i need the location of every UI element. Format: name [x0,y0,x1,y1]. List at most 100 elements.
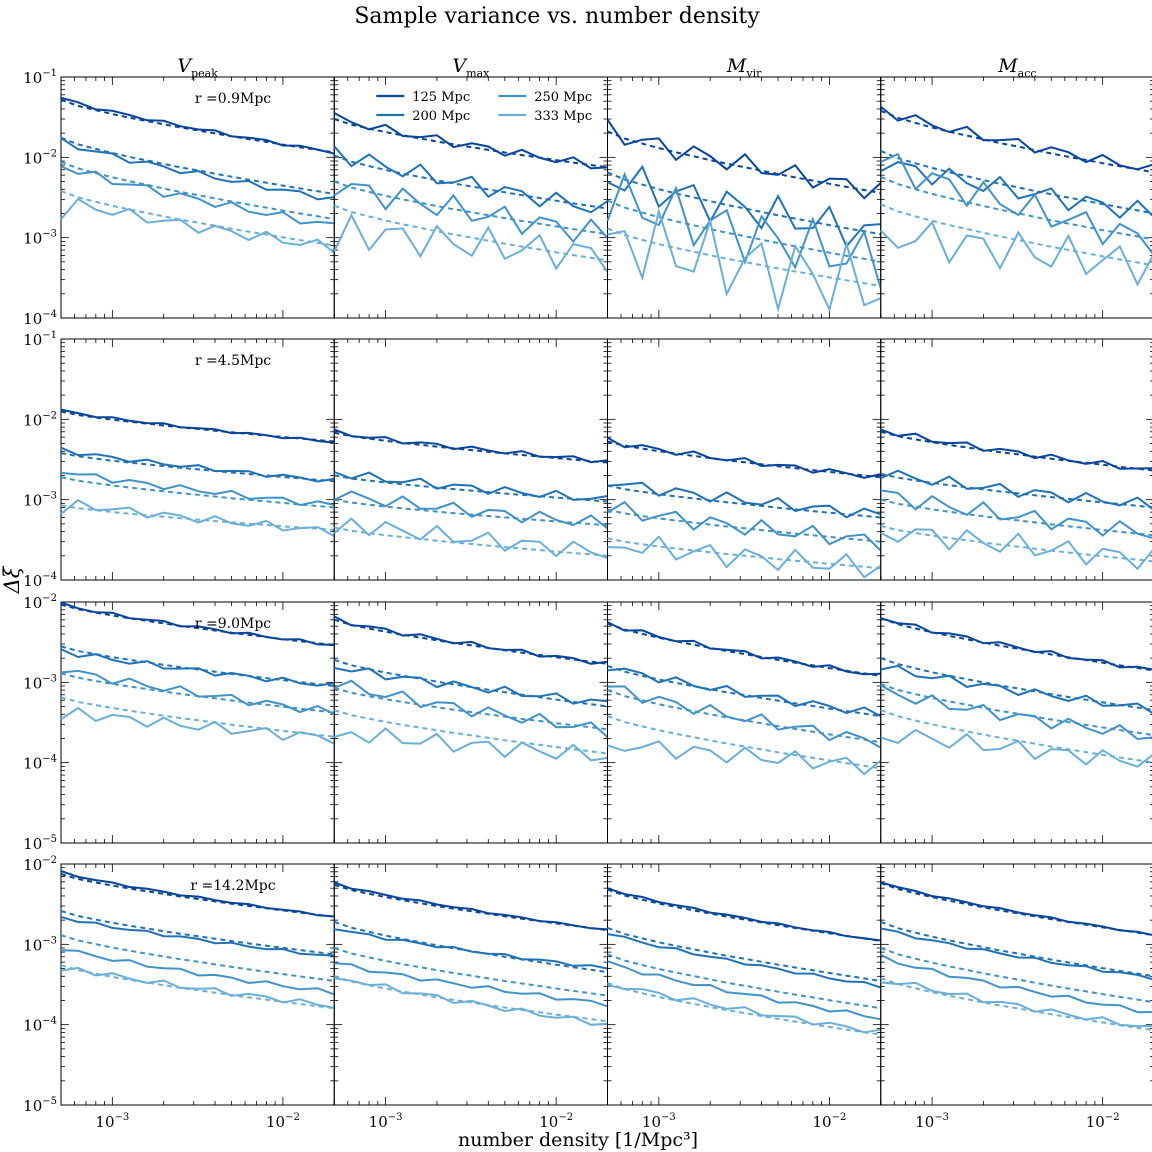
data-line-200-mpc [334,928,608,970]
model-line-250-mpc [60,476,335,509]
y-tick-label: 10−2 [23,593,57,612]
figure-title: Sample variance vs. number density [354,4,760,29]
model-line-200-mpc [334,474,608,503]
y-tick-label: 10−3 [23,229,57,248]
data-line-125-mpc [60,870,335,918]
model-line-125-mpc [880,882,1152,936]
data-line-200-mpc [880,664,1152,714]
data-line-250-mpc [333,490,609,530]
panel-r4-c1: r =14.2Mpc 10−2 10−3 10−4 10−5 10−3 10−2 [23,855,335,1131]
data-line-250-mpc [880,684,1152,741]
model-line-200-mpc [60,136,335,195]
panel-r2-c4 [880,338,1152,581]
panel-r4-c2: 10−3 10−2 [333,863,608,1131]
model-line-250-mpc [880,683,1152,736]
model-line-333-mpc [880,525,1152,563]
legend-entry: 125 Mpc [412,90,470,105]
model-line-333-mpc [880,977,1152,1032]
panel-frame [880,601,1152,844]
data-line-200-mpc [334,667,608,705]
model-line-250-mpc [607,199,881,263]
model-line-250-mpc [334,687,608,731]
panel-r4-c3: 10−3 10−2 [607,863,882,1131]
data-line-200-mpc [60,915,335,957]
panel-frame [60,338,335,581]
model-line-200-mpc [60,452,335,483]
model-line-250-mpc [334,498,608,527]
data-line-125-mpc [60,96,335,155]
model-line-200-mpc [607,484,881,519]
data-line-333-mpc [607,983,881,1034]
model-line-125-mpc [880,617,1152,672]
model-line-200-mpc [333,920,608,974]
x-tick-label: 10−2 [539,1112,573,1131]
model-line-200-mpc [60,645,335,687]
column-header-vpeak: Vpeak [177,55,218,80]
model-line-200-mpc [880,657,1152,711]
model-line-333-mpc [333,204,608,262]
panel-r2-c1: r =4.5Mpc 10−1 10−2 10−3 10−4 [23,330,335,590]
data-line-125-mpc [333,881,608,931]
model-line-250-mpc [60,672,335,714]
model-line-200-mpc [880,150,1152,215]
panel-r4-c4: 10−3 10−2 [880,863,1152,1131]
model-line-333-mpc [607,227,881,287]
y-tick-label: 10−2 [23,148,57,167]
data-line-333-mpc [60,706,335,745]
model-line-333-mpc [880,709,1152,764]
model-line-125-mpc [607,440,881,479]
data-line-333-mpc [880,528,1152,571]
y-tick-label: 10−3 [23,673,57,692]
y-axis-label: Δξ [0,565,24,594]
data-line-333-mpc [333,517,608,560]
model-line-250-mpc [60,934,335,982]
model-line-333-mpc [334,709,608,755]
model-line-200-mpc [607,171,881,236]
panel-frame [607,76,882,319]
model-line-125-mpc [60,98,335,154]
panel-r1-c4 [880,76,1152,319]
y-tick-label: 10−4 [23,571,57,590]
data-line-200-mpc [333,471,608,501]
model-line-333-mpc [334,975,608,1023]
model-line-200-mpc [60,910,335,956]
model-line-333-mpc [60,696,335,738]
data-line-125-mpc [607,887,881,942]
data-line-250-mpc [60,669,335,716]
model-line-333-mpc [60,964,335,1010]
model-line-333-mpc [607,715,881,770]
model-line-250-mpc [333,947,608,997]
data-line-250-mpc [333,679,609,738]
data-line-200-mpc [607,164,881,249]
data-line-125-mpc [880,881,1152,936]
panel-r2-c2 [333,338,609,581]
legend-entry: 200 Mpc [412,109,470,124]
panel-r1-c1: r =0.9Mpc 10−1 10−2 10−3 10−4 [23,68,335,328]
model-line-125-mpc [607,130,881,194]
data-line-333-mpc [60,197,335,254]
radius-label: r =0.9Mpc [195,91,271,107]
model-line-125-mpc [607,888,881,942]
data-line-200-mpc [880,469,1152,510]
data-line-333-mpc [334,977,608,1026]
model-line-250-mpc [607,689,881,744]
model-line-125-mpc [60,873,335,918]
column-header-macc: Macc [997,55,1036,80]
legend-entry: 250 Mpc [534,90,592,105]
data-line-200-mpc [607,481,882,519]
data-line-125-mpc [60,408,335,444]
x-tick-label: 10−3 [915,1112,949,1131]
data-line-333-mpc [607,740,882,776]
data-line-125-mpc [333,615,608,665]
panel-frame [880,863,1152,1106]
data-line-125-mpc [880,105,1152,171]
data-line-250-mpc [60,165,335,225]
y-tick-label: 10−5 [23,1096,57,1115]
column-header-vmax: Vmax [452,55,490,80]
x-tick-label: 10−2 [1086,1112,1120,1131]
panel-r1-c2: 125 Mpc 200 Mpc 250 Mpc 333 Mpc [333,76,609,319]
data-line-200-mpc [607,667,882,718]
panel-frame [880,338,1152,581]
data-line-333-mpc [880,220,1152,287]
data-line-200-mpc [60,137,335,201]
